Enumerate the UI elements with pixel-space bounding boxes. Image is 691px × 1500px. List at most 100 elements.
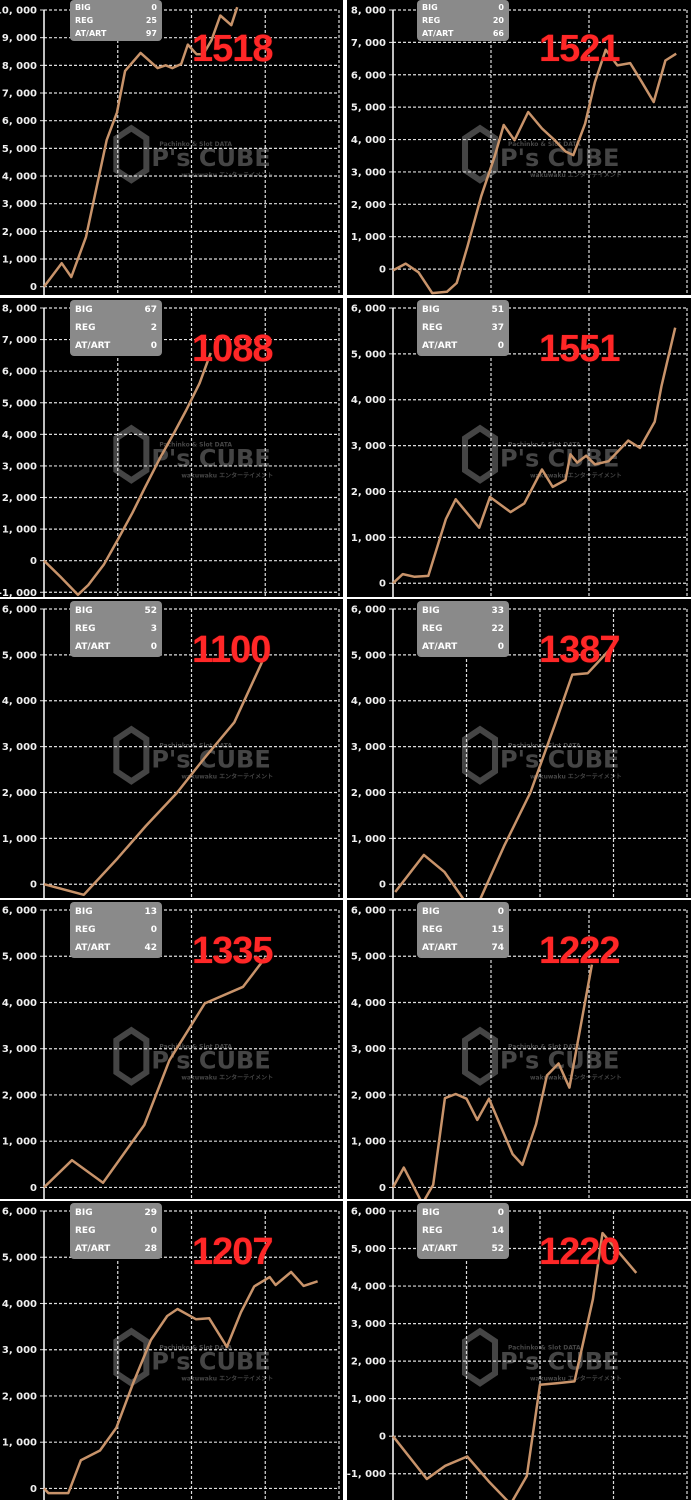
y-tick-label: 3, 000 bbox=[351, 1044, 386, 1055]
y-tick-label: 2, 000 bbox=[351, 1357, 386, 1368]
y-tick-label: 4, 000 bbox=[2, 172, 37, 183]
y-tick-label: 3, 000 bbox=[2, 1345, 37, 1356]
stats-value: 2 bbox=[150, 323, 157, 333]
stats-label: REG bbox=[422, 925, 443, 935]
y-tick-label: 8, 000 bbox=[2, 304, 37, 315]
stats-row: REG 15 bbox=[417, 921, 509, 939]
stats-value: 29 bbox=[144, 1208, 157, 1218]
stats-value: 14 bbox=[491, 1226, 504, 1236]
stats-value: 97 bbox=[145, 29, 157, 38]
stats-label: REG bbox=[75, 16, 94, 25]
y-tick-label: 1, 000 bbox=[351, 232, 386, 243]
cube-icon bbox=[113, 124, 150, 184]
stats-box: BIG 67 REG 2 AT/ART 0 bbox=[70, 300, 162, 356]
annotation-number: 1387 bbox=[539, 629, 621, 671]
y-tick-label: 5, 000 bbox=[351, 1244, 386, 1255]
y-tick-label: 1, 000 bbox=[351, 1137, 386, 1148]
chart-panel: Pachinko & Slot DATA P's CUBE wakuwaku エンタ… bbox=[347, 0, 691, 295]
stats-value: 52 bbox=[491, 1244, 504, 1254]
stats-value: 22 bbox=[491, 624, 504, 634]
stats-value: 0 bbox=[151, 3, 157, 12]
stats-label: REG bbox=[75, 323, 96, 333]
y-tick-label: 6, 000 bbox=[2, 367, 37, 378]
y-tick-label: 6, 000 bbox=[351, 70, 386, 81]
stats-value: 37 bbox=[491, 323, 504, 333]
stats-row: AT/ART 28 bbox=[70, 1240, 162, 1258]
y-tick-label: 2, 000 bbox=[2, 1391, 37, 1402]
stats-row: REG 14 bbox=[417, 1222, 509, 1240]
stats-label: BIG bbox=[75, 305, 93, 315]
y-tick-label: 6, 000 bbox=[351, 304, 386, 315]
y-tick-label: 7, 000 bbox=[2, 89, 37, 100]
stats-row: BIG 51 bbox=[417, 301, 509, 319]
chart-panel: Pachinko & Slot DATA P's CUBE wakuwaku エンタ… bbox=[0, 298, 343, 597]
chart-panel: Pachinko & Slot DATA P's CUBE wakuwaku エンタ… bbox=[347, 599, 691, 898]
stats-row: AT/ART 97 bbox=[70, 27, 162, 40]
annotation-number: 1088 bbox=[192, 328, 274, 370]
stats-row: REG 20 bbox=[417, 14, 509, 27]
cube-icon bbox=[462, 725, 499, 785]
stats-row: AT/ART 0 bbox=[70, 337, 162, 355]
y-tick-label: 4, 000 bbox=[351, 696, 386, 707]
stats-box: BIG 51 REG 37 AT/ART 0 bbox=[417, 300, 509, 356]
chart-panel: Pachinko & Slot DATA P's CUBE wakuwaku エンタ… bbox=[0, 599, 343, 898]
stats-row: BIG 52 bbox=[70, 602, 162, 620]
series-line bbox=[43, 1270, 318, 1495]
y-tick-label: 2, 000 bbox=[351, 788, 386, 799]
stats-value: 33 bbox=[491, 606, 504, 616]
y-tick-label: 0 bbox=[379, 1432, 386, 1443]
watermark-main: P's CUBE bbox=[500, 1046, 619, 1074]
watermark-top: Pachinko & Slot DATA bbox=[159, 1344, 232, 1351]
stats-row: REG 0 bbox=[70, 1222, 162, 1240]
stats-label: BIG bbox=[75, 1208, 93, 1218]
watermark-sub: wakuwaku エンターテイメント bbox=[181, 772, 273, 780]
y-tick-label: 0 bbox=[30, 880, 37, 891]
stats-label: REG bbox=[75, 1226, 96, 1236]
cube-icon bbox=[113, 725, 150, 785]
y-tick-label: 0 bbox=[30, 556, 37, 567]
stats-label: AT/ART bbox=[75, 1244, 111, 1254]
watermark-top: Pachinko & Slot DATA bbox=[159, 141, 232, 148]
stats-row: BIG 0 bbox=[70, 1, 162, 14]
y-tick-label: 6, 000 bbox=[351, 906, 386, 917]
stats-row: REG 22 bbox=[417, 620, 509, 638]
y-tick-label: 7, 000 bbox=[351, 38, 386, 49]
y-tick-label: 4, 000 bbox=[2, 998, 37, 1009]
stats-row: REG 0 bbox=[70, 921, 162, 939]
y-tick-label: 3, 000 bbox=[351, 742, 386, 753]
stats-value: 13 bbox=[144, 907, 157, 917]
stats-value: 74 bbox=[491, 943, 504, 953]
y-tick-label: 2, 000 bbox=[2, 227, 37, 238]
chart-panel: Pachinko & Slot DATA P's CUBE wakuwaku エンタ… bbox=[0, 1201, 343, 1500]
stats-label: BIG bbox=[422, 305, 440, 315]
watermark-main: P's CUBE bbox=[500, 444, 619, 472]
stats-row: AT/ART 0 bbox=[417, 337, 509, 355]
stats-row: REG 25 bbox=[70, 14, 162, 27]
stats-box: BIG 29 REG 0 AT/ART 28 bbox=[70, 1203, 162, 1259]
y-tick-label: 7, 000 bbox=[2, 335, 37, 346]
stats-value: 20 bbox=[492, 16, 504, 25]
stats-row: BIG 33 bbox=[417, 602, 509, 620]
y-tick-label: 2, 000 bbox=[2, 788, 37, 799]
watermark-sub: wakuwaku エンターテイメント bbox=[530, 772, 622, 780]
series-line bbox=[391, 964, 594, 1199]
cube-icon bbox=[462, 424, 499, 484]
stats-label: REG bbox=[75, 925, 96, 935]
stats-label: REG bbox=[422, 323, 443, 333]
y-tick-label: 6, 000 bbox=[2, 605, 37, 616]
stats-row: BIG 29 bbox=[70, 1204, 162, 1222]
watermark-top: Pachinko & Slot DATA bbox=[159, 1043, 232, 1050]
y-tick-label: 1, 000 bbox=[2, 834, 37, 845]
y-tick-label: 6, 000 bbox=[2, 1207, 37, 1218]
stats-row: BIG 0 bbox=[417, 903, 509, 921]
cube-icon bbox=[113, 424, 150, 484]
y-tick-label: 0 bbox=[379, 579, 386, 590]
